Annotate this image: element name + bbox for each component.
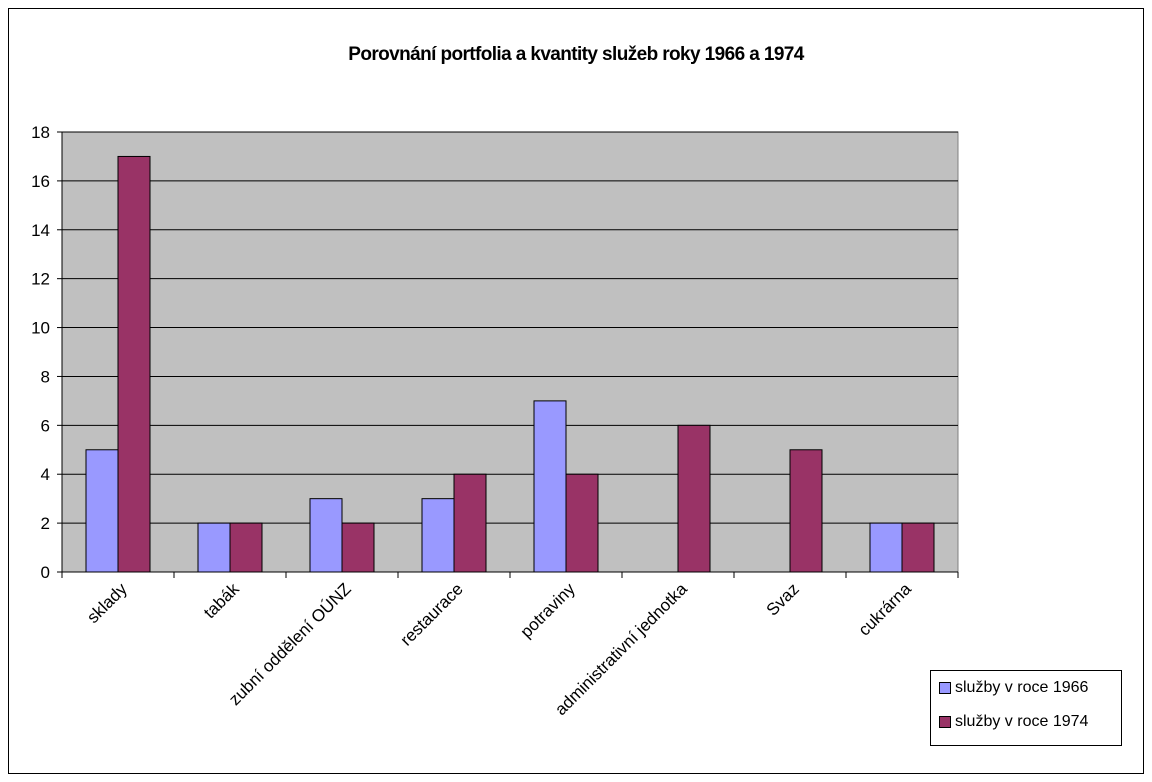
bar-1966-3	[421, 498, 455, 573]
y-tick-label: 14	[31, 221, 50, 240]
legend-swatch-1974	[939, 716, 951, 728]
legend-item-1974: služby v roce 1974	[939, 713, 1088, 731]
legend-label-1966: služby v roce 1966	[955, 679, 1089, 696]
bar-1966-0	[85, 449, 119, 573]
bar-1974-6	[789, 449, 823, 573]
x-category-label: administrativní jednotka	[551, 579, 691, 719]
x-category-label: cukrárna	[855, 579, 916, 640]
y-tick-label: 16	[31, 172, 50, 191]
bar-1974-0	[117, 155, 151, 573]
y-tick-label: 8	[41, 367, 50, 386]
bar-1974-2	[341, 522, 375, 573]
legend-swatch-1966	[939, 682, 951, 694]
bar-1974-4	[565, 473, 599, 573]
y-tick-label: 0	[41, 563, 50, 582]
bar-1966-4	[533, 400, 567, 573]
x-category-label: tabák	[200, 579, 243, 622]
x-category-label: zubní oddělení OÚNZ	[225, 579, 355, 709]
bar-1974-5	[677, 424, 711, 573]
legend-label-1974: služby v roce 1974	[955, 713, 1089, 730]
x-category-label: sklady	[83, 579, 131, 627]
legend-item-1966: služby v roce 1966	[939, 679, 1088, 697]
bar-1966-1	[197, 522, 231, 573]
bar-1974-7	[901, 522, 935, 573]
x-category-label: potraviny	[517, 579, 580, 642]
y-tick-label: 2	[41, 514, 50, 533]
bar-1974-1	[229, 522, 263, 573]
bar-1966-2	[309, 498, 343, 573]
y-tick-label: 18	[31, 123, 50, 142]
x-category-label: Svaz	[763, 579, 803, 619]
y-tick-label: 10	[31, 319, 50, 338]
x-category-label: restaurace	[397, 579, 467, 649]
y-tick-label: 12	[31, 270, 50, 289]
bar-1974-3	[453, 473, 487, 573]
y-tick-label: 6	[41, 416, 50, 435]
chart-legend: služby v roce 1966 služby v roce 1974	[930, 670, 1122, 746]
chart-title: Porovnání portfolia a kvantity služeb ro…	[348, 44, 804, 65]
y-tick-label: 4	[41, 465, 50, 484]
bar-1966-7	[869, 522, 903, 573]
plot-area	[61, 131, 959, 573]
